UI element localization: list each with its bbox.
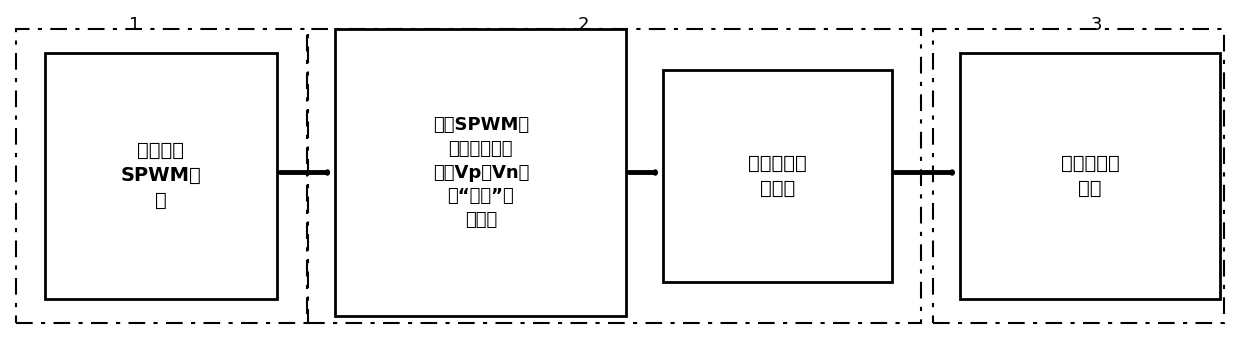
Text: 3: 3 (1091, 16, 1102, 34)
Text: 单极倍频
SPWM信
号: 单极倍频 SPWM信 号 (120, 141, 201, 210)
FancyBboxPatch shape (663, 70, 893, 282)
Text: 1: 1 (129, 16, 140, 34)
Text: 2: 2 (577, 16, 589, 34)
Text: 四个SPWM信
号与高频方波
信号Vp、Vn进
行“与或”逻
辑合成: 四个SPWM信 号与高频方波 信号Vp、Vn进 行“与或”逻 辑合成 (433, 116, 529, 229)
Text: 前级矩阵变
换器: 前级矩阵变 换器 (1060, 154, 1120, 198)
FancyBboxPatch shape (960, 53, 1220, 299)
Text: 输出四路驱
动脉冲: 输出四路驱 动脉冲 (749, 154, 807, 198)
FancyBboxPatch shape (45, 53, 278, 299)
FancyBboxPatch shape (336, 29, 626, 316)
